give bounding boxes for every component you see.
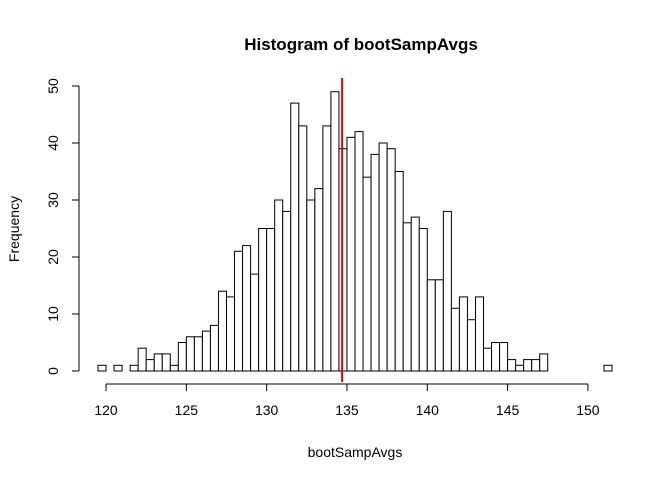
y-axis: 0 10 20 30 40 50 — [45, 78, 80, 375]
histogram-bar — [531, 359, 541, 372]
chart-title: Histogram of bootSampAvgs — [244, 35, 478, 54]
histogram-bar — [322, 125, 332, 372]
histogram-bar — [450, 307, 460, 372]
y-tick-label: 50 — [45, 78, 61, 94]
histogram-bar — [290, 102, 300, 372]
histogram-bar — [113, 364, 123, 372]
histogram-bar — [507, 359, 517, 372]
histogram-bar — [483, 347, 493, 372]
histogram-bar — [491, 342, 501, 372]
x-tick-label: 145 — [496, 402, 520, 418]
x-axis-label: bootSampAvgs — [308, 444, 403, 460]
bars-group — [97, 91, 613, 372]
histogram-bar — [169, 364, 179, 372]
histogram-bar — [250, 273, 260, 372]
x-tick-label: 120 — [94, 402, 118, 418]
histogram-bar — [97, 364, 107, 372]
histogram-bar — [185, 336, 195, 372]
histogram-bar — [298, 125, 308, 372]
histogram-bar — [402, 222, 412, 372]
histogram-bar — [466, 319, 476, 372]
x-axis: 120 125 130 135 140 145 150 — [94, 383, 600, 418]
histogram-bar — [394, 171, 404, 372]
histogram-bar — [242, 245, 252, 372]
histogram-bar — [201, 330, 211, 372]
histogram-bar — [603, 364, 613, 372]
histogram-bar — [426, 279, 436, 372]
histogram-bar — [523, 359, 533, 372]
histogram-bar — [306, 199, 316, 372]
histogram-bar — [234, 250, 244, 372]
histogram-bar — [442, 210, 452, 372]
x-tick-label: 140 — [416, 402, 440, 418]
y-tick-label: 30 — [45, 192, 61, 208]
histogram-bar — [434, 279, 444, 372]
histogram-bar — [499, 342, 509, 372]
histogram-bar — [370, 153, 380, 372]
histogram-bar — [217, 290, 228, 372]
y-tick-label: 10 — [45, 306, 61, 322]
histogram-bar — [378, 142, 388, 372]
histogram-bar — [193, 336, 203, 372]
histogram-bar — [539, 353, 549, 372]
histogram-bar — [474, 296, 485, 372]
histogram-bar — [354, 131, 364, 372]
histogram-bar — [177, 342, 187, 372]
histogram-bar — [410, 216, 420, 372]
histogram-bar — [274, 199, 284, 372]
histogram-bar — [386, 148, 396, 372]
histogram-bar — [282, 210, 292, 372]
y-tick-label: 0 — [45, 367, 61, 375]
histogram-bar — [314, 188, 324, 372]
histogram-bar — [266, 228, 276, 372]
histogram-bar — [129, 364, 139, 372]
y-tick-label: 40 — [45, 135, 61, 151]
histogram-bar — [137, 347, 147, 372]
x-tick-label: 150 — [576, 402, 600, 418]
histogram-bar — [346, 136, 356, 372]
histogram-bar — [153, 353, 163, 372]
histogram-bar — [362, 176, 372, 372]
histogram-bar — [209, 324, 219, 372]
x-tick-label: 125 — [175, 402, 199, 418]
histogram-bar — [418, 228, 428, 372]
y-axis-label: Frequency — [6, 196, 22, 262]
histogram-bar — [161, 353, 171, 372]
histogram-bar — [330, 91, 340, 372]
histogram-bar — [226, 296, 236, 372]
histogram-bar — [515, 364, 525, 372]
histogram-bar — [258, 228, 268, 372]
histogram-bar — [145, 359, 155, 372]
x-tick-label: 135 — [335, 402, 359, 418]
y-tick-label: 20 — [45, 249, 61, 265]
histogram-bar — [458, 296, 468, 372]
x-tick-label: 130 — [255, 402, 279, 418]
